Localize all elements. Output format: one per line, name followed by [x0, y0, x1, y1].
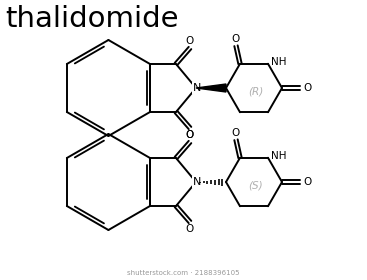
Text: O: O	[186, 224, 194, 234]
Text: O: O	[231, 128, 239, 138]
Text: O: O	[231, 34, 239, 44]
Text: O: O	[303, 177, 311, 187]
Text: (S): (S)	[249, 181, 263, 191]
Text: shutterstock.com · 2188396105: shutterstock.com · 2188396105	[127, 270, 239, 276]
Text: O: O	[303, 83, 311, 93]
Text: thalidomide: thalidomide	[5, 5, 178, 33]
Text: O: O	[186, 130, 194, 140]
Text: N: N	[193, 177, 201, 187]
Polygon shape	[196, 84, 226, 92]
Text: NH: NH	[271, 57, 287, 67]
Text: NH: NH	[271, 151, 287, 161]
Text: (R): (R)	[248, 87, 264, 97]
Text: O: O	[186, 36, 194, 46]
Text: N: N	[193, 83, 201, 93]
Text: O: O	[186, 130, 194, 140]
